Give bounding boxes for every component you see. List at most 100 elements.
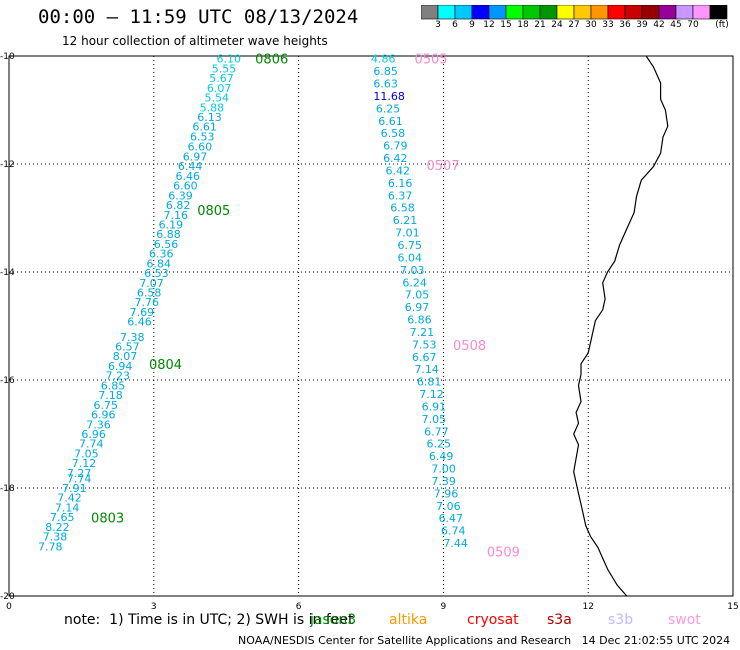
wave-height-value: 7.06	[436, 500, 461, 513]
wave-height-value: 6.42	[383, 152, 408, 165]
color-tick-label: 24	[551, 20, 563, 30]
pass-time-label: 0804	[149, 358, 182, 373]
color-swatch	[709, 5, 728, 20]
wave-height-value: 7.12	[72, 457, 97, 470]
pass-time-label: 0508	[453, 339, 486, 354]
wave-height-value: 7.42	[57, 492, 81, 505]
wave-height-value: 11.68	[373, 90, 405, 103]
wave-height-value: 7.96	[434, 487, 459, 500]
wave-height-value: 6.96	[81, 428, 106, 441]
wave-height-value: 7.01	[395, 227, 420, 240]
wave-height-value: 6.46	[176, 170, 201, 183]
wave-height-value: 7.00	[431, 463, 456, 476]
wave-height-value: 7.21	[410, 326, 435, 339]
wave-height-value: 6.07	[207, 82, 232, 95]
wave-height-value: 6.10	[217, 53, 242, 66]
wave-height-value: 7.07	[139, 277, 164, 290]
wave-height-value: 6.60	[173, 180, 198, 193]
wave-height-value: 6.77	[424, 425, 449, 438]
wave-height-value: 6.49	[429, 450, 454, 463]
y-tick-label: -12	[0, 160, 15, 170]
wave-height-value: 7.14	[55, 501, 80, 514]
color-tick-label: 36	[619, 20, 631, 30]
wave-height-value: 6.96	[91, 409, 116, 422]
wave-height-value: 6.57	[115, 341, 140, 354]
wave-height-value: 5.54	[204, 92, 229, 105]
wave-height-value: 6.24	[402, 276, 427, 289]
wave-height-value: 6.82	[166, 199, 191, 212]
wave-height-value: 6.75	[93, 399, 118, 412]
wave-height-value: 6.36	[149, 248, 174, 261]
wave-height-map: 0 3 6 9 12 15-10-12-14-16-18-206.105.555.676.…	[0, 52, 739, 612]
wave-height-value: 6.85	[101, 379, 126, 392]
wave-height-value: 6.25	[427, 438, 452, 451]
wave-height-value: 6.61	[378, 115, 403, 128]
y-tick-label: -18	[0, 484, 15, 494]
wave-height-value: 6.25	[376, 102, 401, 115]
y-tick-label: -10	[0, 52, 15, 62]
wave-height-value: 6.46	[127, 316, 151, 329]
wave-height-value: 5.55	[212, 62, 237, 75]
wave-height-value: 6.86	[407, 314, 432, 327]
satellite-legend-cryosat: cryosat	[467, 612, 519, 628]
pass-time-label: 0806	[255, 53, 288, 68]
wave-height-value: 7.36	[86, 418, 111, 431]
wave-height-value: 6.47	[439, 512, 464, 525]
x-tick-label: 6	[296, 602, 302, 612]
color-tick-label: 42	[653, 20, 665, 30]
x-tick-label: 9	[441, 602, 447, 612]
color-tick-label: 15	[500, 20, 512, 30]
color-tick-label: 33	[602, 20, 614, 30]
wave-height-value: 6.13	[197, 111, 222, 124]
wave-height-value: 6.58	[390, 202, 415, 215]
credit-footer: NOAA/NESDIS Center for Satellite Applica…	[238, 634, 731, 647]
wave-height-value: 6.67	[412, 351, 437, 364]
y-tick-label: -16	[0, 376, 15, 386]
satellite-legend-swot: swot	[668, 612, 701, 628]
wave-height-value: 5.67	[209, 72, 234, 85]
wave-height-value: 7.16	[163, 209, 188, 222]
x-tick-label: 0	[6, 602, 12, 612]
wave-height-value: 7.18	[98, 389, 123, 402]
color-tick-label: 39	[636, 20, 648, 30]
wave-height-value: 6.61	[192, 121, 217, 134]
color-tick-label: 70	[687, 20, 699, 30]
wave-height-value: 7.44	[443, 537, 468, 550]
wave-height-value: 6.81	[417, 376, 442, 389]
wave-height-value: 4.86	[371, 53, 396, 66]
wave-height-value: 6.44	[178, 160, 203, 173]
wave-height-value: 6.60	[188, 141, 213, 154]
wave-height-value: 6.58	[381, 127, 406, 140]
map-frame	[8, 55, 734, 597]
wave-height-value: 6.16	[388, 177, 413, 190]
wave-height-value: 6.39	[168, 189, 193, 202]
wave-height-value: 6.79	[383, 140, 408, 153]
satellite-legend-s3a: s3a	[547, 612, 572, 628]
wave-height-value: 7.27	[67, 467, 92, 480]
wave-height-value: 7.05	[74, 447, 99, 460]
wave-height-value: 6.85	[373, 65, 398, 78]
pass-time-label: 0805	[197, 204, 230, 219]
wave-height-value: 6.21	[393, 214, 418, 227]
wave-height-value: 6.37	[388, 189, 413, 202]
wave-height-value: 7.76	[134, 296, 159, 309]
wave-height-value: 7.39	[431, 475, 456, 488]
coastline	[573, 55, 669, 597]
wave-height-value: 6.91	[422, 400, 447, 413]
pass-time-label: 0509	[487, 546, 520, 561]
color-tick-label: 30	[585, 20, 597, 30]
wave-height-value: 6.84	[147, 257, 172, 270]
y-tick-label: -20	[0, 592, 15, 602]
x-tick-label: 15	[727, 602, 738, 612]
page-subtitle: 12 hour collection of altimeter wave hei…	[62, 34, 328, 48]
satellite-legend-altika: altika	[389, 612, 428, 628]
color-tick-label: 18	[517, 20, 529, 30]
wave-height-value: 7.23	[106, 370, 130, 383]
pass-time-label: 0507	[427, 159, 460, 174]
wave-height-value: 7.38	[43, 531, 68, 544]
satellite-legend-s3b: s3b	[608, 612, 634, 628]
x-tick-label: 3	[151, 602, 157, 612]
color-unit-label: (ft)	[715, 20, 729, 30]
wave-height-value: 5.88	[200, 101, 225, 114]
wave-height-value: 7.12	[419, 388, 444, 401]
